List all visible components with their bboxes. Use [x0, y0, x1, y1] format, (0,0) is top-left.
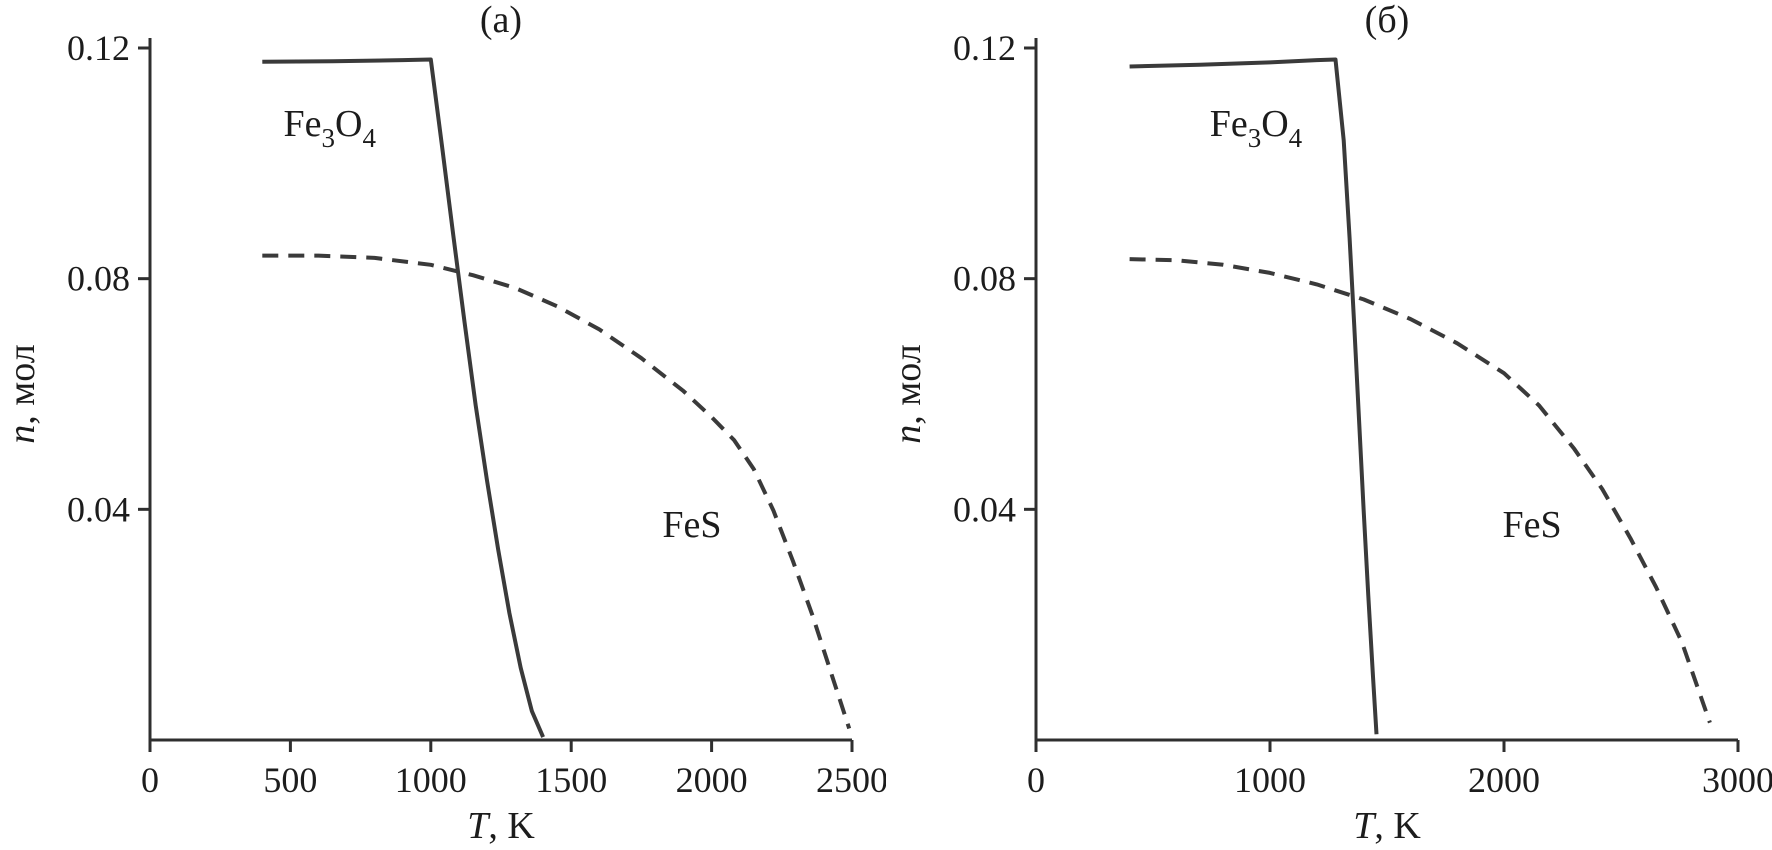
x-tick-label: 0: [1027, 760, 1045, 800]
x-tick-label: 1000: [1234, 760, 1306, 800]
y-tick-label: 0.12: [953, 28, 1016, 68]
y-tick-label: 0.12: [67, 28, 130, 68]
y-axis-label: n, мол: [887, 344, 929, 444]
x-tick-label: 1500: [535, 760, 607, 800]
x-axis-label: T, K: [1353, 805, 1421, 847]
y-axis-label: n, мол: [1, 344, 43, 444]
chart-a-svg: (а) 0 500 1000 1500 2000 2500 0.04 0.08 0.12 T, K n…: [1, 0, 886, 847]
y-tick-label: 0.04: [67, 489, 130, 529]
series-line-FeS: [262, 253, 852, 730]
series-line-FeS: [1129, 257, 1712, 724]
x-tick-label: 500: [263, 760, 317, 800]
annotation-FeS: FeS: [1503, 504, 1562, 546]
annotation-Fe3O4: Fe3O4: [283, 103, 376, 153]
y-tick-label: 0.08: [67, 259, 130, 299]
chart-panel-b: (б) 0 1000 2000 3000 0.04 0.08 0.12 T, K n, мол Fe…: [886, 0, 1772, 850]
x-axis-label: T, K: [467, 805, 535, 847]
chart-title: (а): [480, 0, 522, 41]
x-tick-label: 2000: [1468, 760, 1540, 800]
annotation-FeS: FeS: [662, 504, 721, 546]
x-tick-label: 3000: [1702, 760, 1772, 800]
chart-panel-a: (а) 0 500 1000 1500 2000 2500 0.04 0.08 0.12 T, K n…: [1, 0, 886, 847]
series-line-Fe3O4: [262, 57, 545, 738]
chart-title: (б): [1365, 0, 1410, 41]
x-tick-label: 0: [141, 760, 159, 800]
x-tick-label: 2000: [676, 760, 748, 800]
y-tick-label: 0.04: [953, 489, 1016, 529]
y-tick-label: 0.08: [953, 259, 1016, 299]
chart-b-svg: (б) 0 1000 2000 3000 0.04 0.08 0.12 T, K n, мол Fe…: [887, 0, 1772, 847]
x-tick-label: 1000: [395, 760, 467, 800]
x-tick-label: 2500: [816, 760, 886, 800]
annotation-Fe3O4: Fe3O4: [1210, 103, 1303, 153]
series-line-Fe3O4: [1129, 57, 1379, 735]
